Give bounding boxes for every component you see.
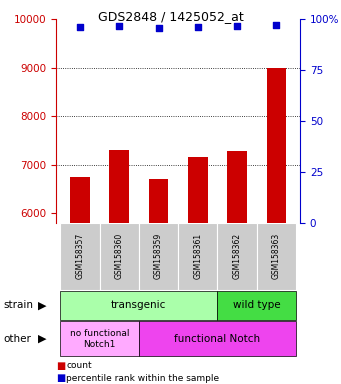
- Bar: [218, 291, 296, 320]
- Text: GSM158360: GSM158360: [115, 233, 124, 280]
- Bar: [227, 151, 247, 223]
- Bar: [139, 321, 296, 356]
- Text: no functional
Notch1: no functional Notch1: [70, 329, 129, 349]
- Text: count: count: [66, 361, 92, 370]
- Point: [156, 25, 161, 31]
- Text: wild type: wild type: [233, 300, 281, 310]
- Text: GSM158363: GSM158363: [272, 233, 281, 280]
- Text: ■: ■: [56, 373, 65, 383]
- Text: ▶: ▶: [39, 300, 47, 310]
- Text: other: other: [3, 334, 31, 344]
- Bar: [139, 223, 178, 290]
- Text: GSM158359: GSM158359: [154, 233, 163, 280]
- Text: transgenic: transgenic: [111, 300, 166, 310]
- Point: [117, 23, 122, 30]
- Bar: [149, 179, 168, 223]
- Text: ■: ■: [56, 361, 65, 371]
- Bar: [218, 223, 257, 290]
- Text: GSM158361: GSM158361: [193, 233, 202, 280]
- Bar: [109, 150, 129, 223]
- Bar: [257, 223, 296, 290]
- Bar: [100, 223, 139, 290]
- Text: GSM158362: GSM158362: [233, 233, 242, 280]
- Bar: [267, 68, 286, 223]
- Point: [234, 23, 240, 30]
- Point: [77, 24, 83, 30]
- Point: [195, 24, 201, 30]
- Text: GDS2848 / 1425052_at: GDS2848 / 1425052_at: [98, 10, 243, 23]
- Bar: [60, 291, 218, 320]
- Text: functional Notch: functional Notch: [175, 334, 261, 344]
- Text: strain: strain: [3, 300, 33, 310]
- Bar: [60, 223, 100, 290]
- Bar: [70, 177, 90, 223]
- Text: ▶: ▶: [39, 334, 47, 344]
- Bar: [60, 321, 139, 356]
- Bar: [178, 223, 218, 290]
- Bar: [188, 157, 208, 223]
- Text: GSM158357: GSM158357: [75, 233, 84, 280]
- Text: percentile rank within the sample: percentile rank within the sample: [66, 374, 220, 383]
- Point: [274, 22, 279, 28]
